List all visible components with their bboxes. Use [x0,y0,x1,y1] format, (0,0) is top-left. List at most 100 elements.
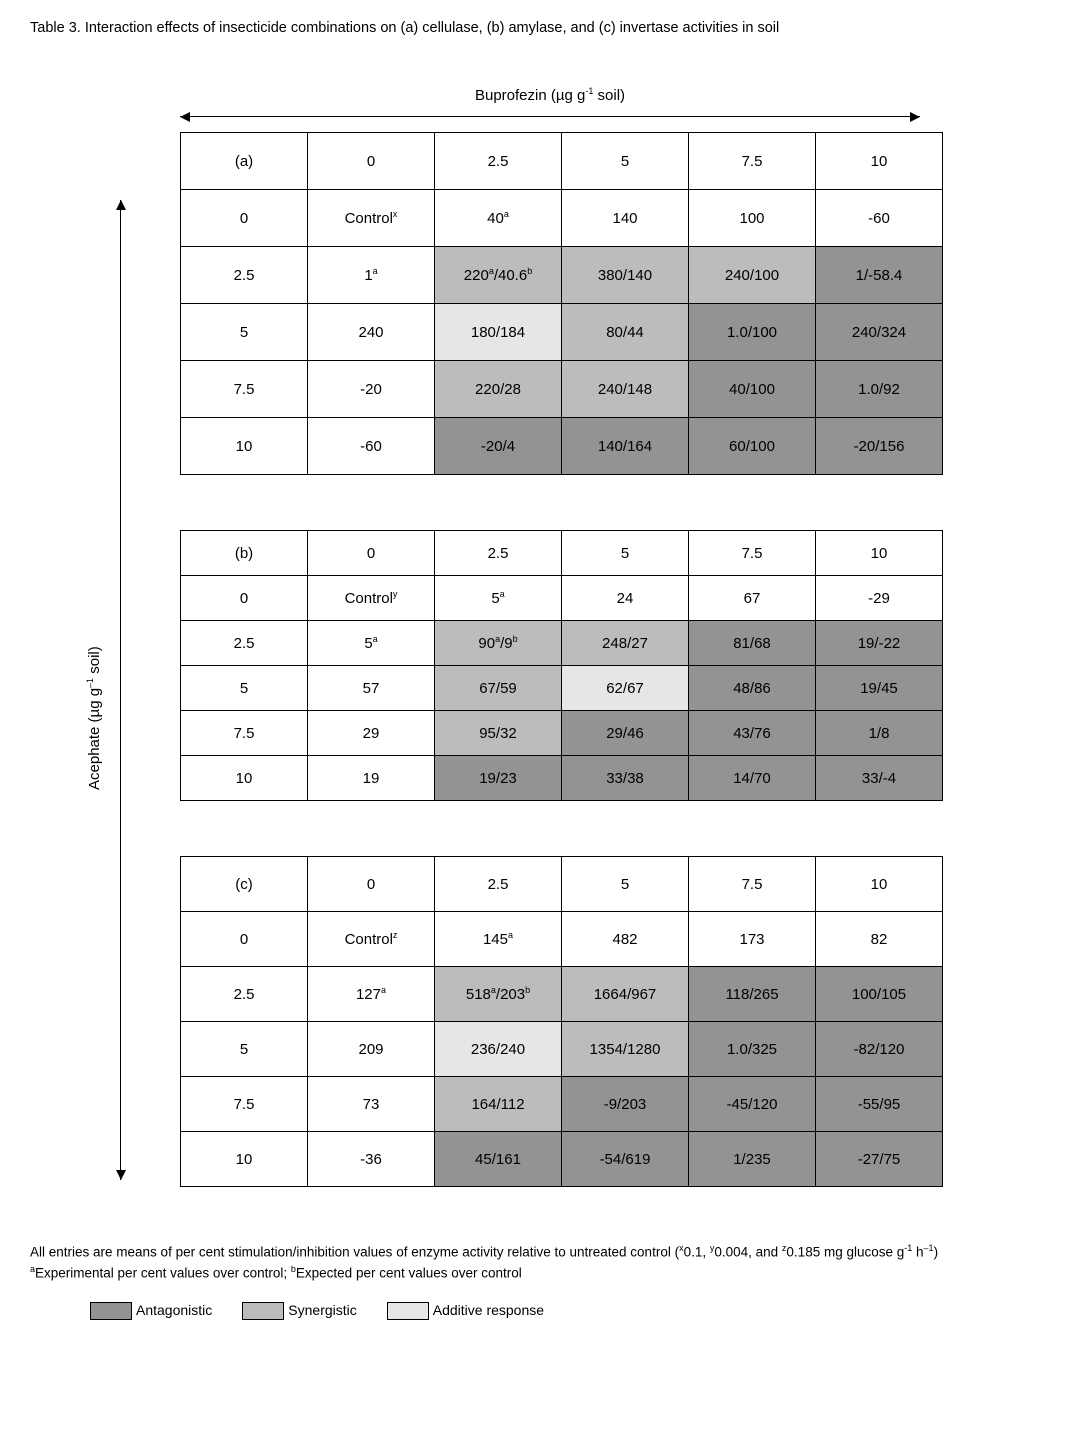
data-cell: 140 [562,190,689,247]
x-axis-label: Buprofezin (µg g-1 soil) [467,87,633,104]
data-cell: -27/75 [816,1132,943,1187]
row-header: 10 [181,418,308,475]
row-header: 5 [181,666,308,711]
data-cell: -45/120 [689,1077,816,1132]
data-cell: 73 [308,1077,435,1132]
row-header: 2.5 [181,621,308,666]
col-header: 7.5 [689,531,816,576]
row-header: 5 [181,304,308,361]
data-cell: 220/28 [435,361,562,418]
col-header: 7.5 [689,133,816,190]
data-cell: 14/70 [689,756,816,801]
data-cell: -29 [816,576,943,621]
col-header: 5 [562,857,689,912]
data-cell: -20 [308,361,435,418]
data-cell: 100 [689,190,816,247]
data-cell: -54/619 [562,1132,689,1187]
data-cell: 1664/967 [562,967,689,1022]
data-cell: 482 [562,912,689,967]
legend-label: Synergistic [288,1302,356,1318]
data-cell: 173 [689,912,816,967]
data-cell: Controly [308,576,435,621]
col-header: 7.5 [689,857,816,912]
data-cell: -36 [308,1132,435,1187]
panel-label: (b) [181,531,308,576]
data-cell: 164/112 [435,1077,562,1132]
data-cell: 180/184 [435,304,562,361]
col-header: 0 [308,857,435,912]
data-cell: -20/4 [435,418,562,475]
data-cell: 518a/203b [435,967,562,1022]
data-cell: 1/8 [816,711,943,756]
row-header: 0 [181,912,308,967]
data-cell: 1a [308,247,435,304]
table-c: (c)02.557.5100Controlz145a482173822.5127… [180,856,943,1187]
row-header: 7.5 [181,361,308,418]
data-cell: 80/44 [562,304,689,361]
data-cell: 19/23 [435,756,562,801]
data-cell: 209 [308,1022,435,1077]
row-header: 0 [181,190,308,247]
data-cell: 19 [308,756,435,801]
footnotes: All entries are means of per cent stimul… [30,1242,1060,1284]
data-cell: 29 [308,711,435,756]
data-cell: 33/38 [562,756,689,801]
data-cell: 380/140 [562,247,689,304]
row-header: 10 [181,756,308,801]
data-cell: 5a [308,621,435,666]
legend-label: Antagonistic [136,1302,212,1318]
y-axis-label: Acephate (µg g–1 soil) [85,646,103,790]
data-cell: 1.0/325 [689,1022,816,1077]
table-caption: Table 3. Interaction effects of insectic… [30,20,1060,36]
data-cell: -60 [308,418,435,475]
data-cell: 240 [308,304,435,361]
data-cell: 1.0/92 [816,361,943,418]
data-cell: 19/45 [816,666,943,711]
data-cell: 90a/9b [435,621,562,666]
data-cell: Controlx [308,190,435,247]
panel-label: (c) [181,857,308,912]
data-cell: 62/67 [562,666,689,711]
data-cell: 1/235 [689,1132,816,1187]
data-cell: 24 [562,576,689,621]
data-cell: -60 [816,190,943,247]
row-header: 5 [181,1022,308,1077]
data-cell: 33/-4 [816,756,943,801]
data-cell: 60/100 [689,418,816,475]
data-cell: 1.0/100 [689,304,816,361]
data-cell: 240/100 [689,247,816,304]
col-header: 2.5 [435,133,562,190]
col-header: 0 [308,133,435,190]
legend-swatch [387,1302,429,1320]
data-cell: 220a/40.6b [435,247,562,304]
panel-label: (a) [181,133,308,190]
legend: Antagonistic Synergistic Additive response [30,1302,1060,1320]
data-cell: 82 [816,912,943,967]
row-header: 7.5 [181,1077,308,1132]
data-cell: 67/59 [435,666,562,711]
legend-label: Additive response [433,1302,544,1318]
data-cell: 248/27 [562,621,689,666]
data-cell: 100/105 [816,967,943,1022]
data-cell: Controlz [308,912,435,967]
data-cell: -20/156 [816,418,943,475]
data-cell: 236/240 [435,1022,562,1077]
col-header: 10 [816,857,943,912]
data-cell: 43/76 [689,711,816,756]
y-axis-line [120,200,121,1180]
data-cell: 19/-22 [816,621,943,666]
data-cell: 95/32 [435,711,562,756]
data-cell: 48/86 [689,666,816,711]
data-cell: 57 [308,666,435,711]
data-cell: 1354/1280 [562,1022,689,1077]
data-cell: -82/120 [816,1022,943,1077]
col-header: 5 [562,531,689,576]
col-header: 10 [816,133,943,190]
x-axis: Buprofezin (µg g-1 soil) [180,86,920,104]
row-header: 2.5 [181,247,308,304]
col-header: 5 [562,133,689,190]
data-cell: 127a [308,967,435,1022]
row-header: 7.5 [181,711,308,756]
col-header: 0 [308,531,435,576]
data-cell: 145a [435,912,562,967]
